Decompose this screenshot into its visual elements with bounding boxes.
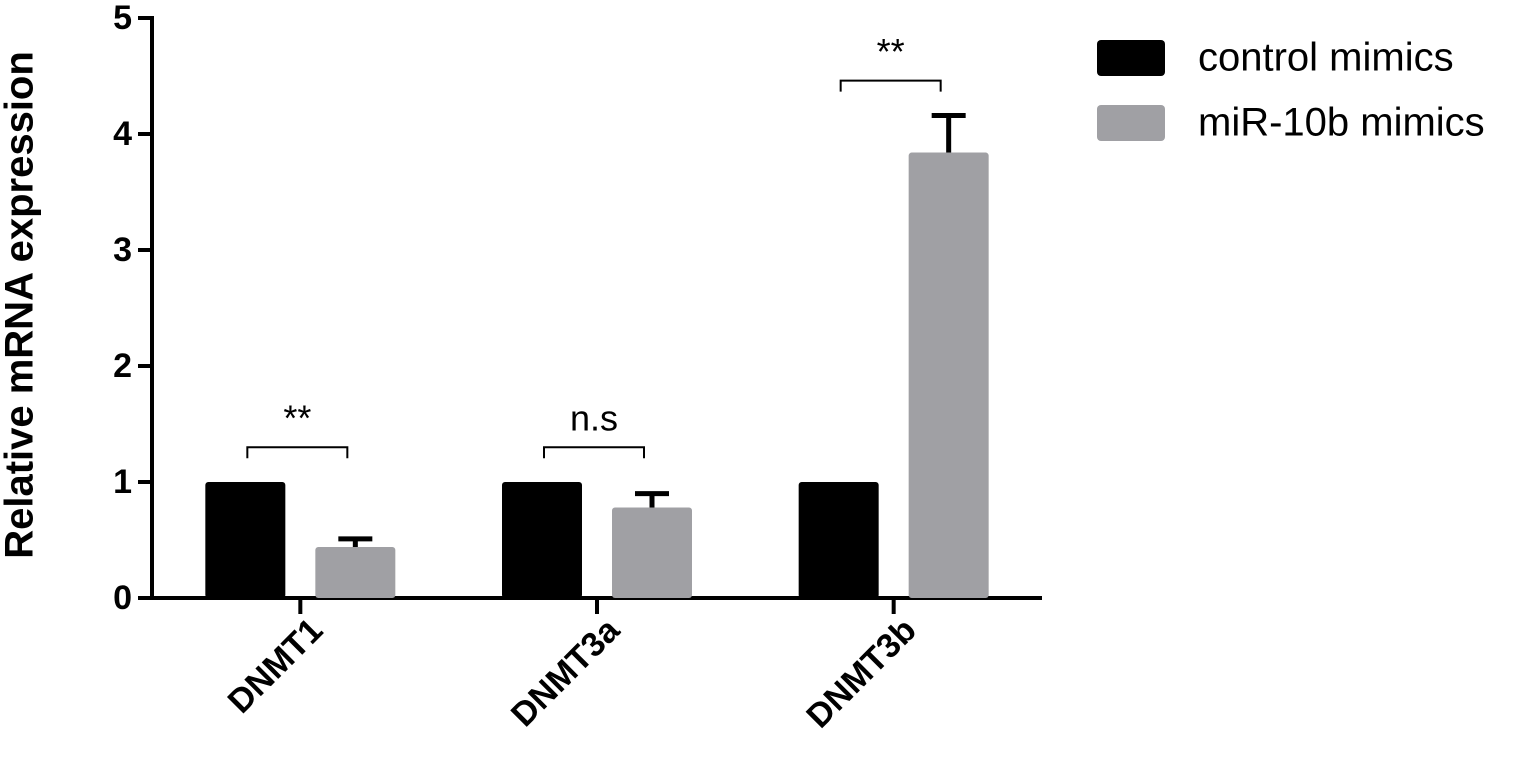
- y-axis-label: Relative mRNA expression: [0, 51, 42, 559]
- significance-bracket: [839, 79, 942, 92]
- error-bar: [635, 491, 669, 508]
- error-bar: [931, 112, 966, 153]
- legend-label: control mimics: [1198, 36, 1454, 80]
- y-tick-label: 3: [113, 231, 132, 269]
- y-tick-label: 1: [113, 463, 132, 501]
- significance-bracket: [246, 446, 349, 459]
- legend-swatch: [1097, 40, 1165, 76]
- legend-swatch: [1097, 105, 1165, 141]
- bar: [612, 507, 692, 598]
- bar: [205, 482, 286, 598]
- significance-label: **: [877, 31, 905, 72]
- bar: [908, 152, 989, 598]
- legend-label: miR-10b mimics: [1198, 101, 1485, 145]
- bar: [502, 482, 582, 598]
- bar: [315, 546, 396, 598]
- error-bar: [338, 536, 373, 547]
- significance-label: n.s: [570, 398, 618, 439]
- x-tick-label: DNMT1: [221, 611, 331, 721]
- y-tick-label: 5: [113, 0, 132, 37]
- y-tick-label: 0: [113, 579, 132, 617]
- significance-label: **: [283, 398, 311, 439]
- y-tick-label: 2: [113, 347, 132, 385]
- x-tick-label: DNMT3a: [504, 610, 628, 734]
- x-tick-label: DNMT3b: [799, 611, 923, 735]
- significance-bracket: [543, 446, 645, 459]
- bar: [798, 482, 879, 598]
- y-tick-label: 4: [113, 115, 132, 153]
